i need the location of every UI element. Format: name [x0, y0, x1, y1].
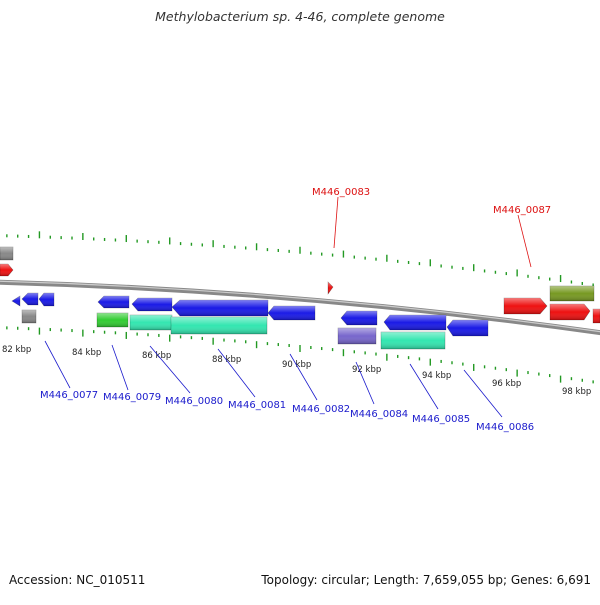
gene-shading — [171, 317, 267, 334]
scale-tick-label: 96 kbp — [492, 379, 521, 389]
gene-shading — [341, 311, 377, 325]
gene-label[interactable]: M446_0081 — [228, 400, 286, 411]
gene-shading — [0, 264, 13, 276]
gene-shading — [550, 286, 594, 301]
gene-shading — [97, 313, 128, 327]
label-leader-line — [355, 361, 375, 405]
gene-shading — [381, 332, 445, 349]
outer-tick-row — [6, 231, 594, 287]
gene-shading — [593, 309, 600, 323]
gene-shading — [22, 293, 38, 305]
gene-shading — [268, 306, 315, 320]
gene-shading — [550, 304, 590, 320]
label-leader-line — [111, 344, 129, 391]
gene-shading — [172, 300, 268, 316]
gene-shading — [132, 298, 172, 311]
label-leader-line — [409, 363, 439, 410]
gene-shading — [384, 315, 446, 330]
gene-shading — [328, 282, 333, 294]
label-leader-line — [463, 369, 503, 418]
gene-label[interactable]: M446_0077 — [40, 390, 98, 401]
scale-tick-label: 82 kbp — [2, 345, 31, 355]
scale-tick-label: 84 kbp — [72, 348, 101, 358]
gene-shading — [338, 328, 376, 344]
page-title: Methylobacterium sp. 4-46, complete geno… — [155, 9, 445, 24]
gene-label[interactable]: M446_0086 — [476, 422, 534, 433]
scale-tick-label: 86 kbp — [142, 351, 171, 361]
genome-backbone-highlight — [0, 280, 600, 333]
feature-track — [0, 246, 595, 350]
genome-backbone — [0, 279, 600, 336]
gene-label[interactable]: M446_0082 — [292, 404, 350, 415]
gene-label[interactable]: M446_0084 — [350, 409, 408, 420]
label-leader-line — [149, 345, 191, 394]
gene-shading — [98, 296, 129, 308]
gene-label[interactable]: M446_0080 — [165, 396, 223, 407]
gene-shading — [130, 315, 172, 330]
accession-label: Accession: NC_010511 — [9, 573, 146, 587]
label-leader-line — [289, 353, 318, 401]
gene-shading — [22, 310, 36, 323]
scale-tick-label: 94 kbp — [422, 371, 451, 381]
genome-summary-label: Topology: circular; Length: 7,659,055 bp… — [261, 573, 591, 587]
inner-tick-row — [6, 326, 594, 384]
gene-label[interactable]: M446_0079 — [103, 392, 161, 403]
gene-label[interactable]: M446_0085 — [412, 414, 470, 425]
gene-shading — [12, 296, 20, 306]
gene-shading — [504, 298, 547, 314]
gene-shading — [0, 247, 13, 260]
gene-shading — [39, 293, 54, 306]
forward-gene-track — [11, 292, 489, 337]
label-leader-line — [517, 214, 532, 268]
gene-shading — [447, 320, 488, 336]
label-leader-line — [333, 196, 339, 249]
gene-label-layer: M446_0077 M446_0079 M446_0080 M446_0081 M446… — [40, 187, 551, 433]
gene-label[interactable]: M446_0087 — [493, 205, 551, 216]
label-leader-line — [44, 340, 71, 389]
gene-label[interactable]: M446_0083 — [312, 187, 370, 198]
scale-tick-label: 92 kbp — [352, 365, 381, 375]
label-leader-line — [217, 348, 256, 398]
reverse-gene-track — [0, 263, 600, 324]
scale-tick-label: 98 kbp — [562, 387, 591, 397]
